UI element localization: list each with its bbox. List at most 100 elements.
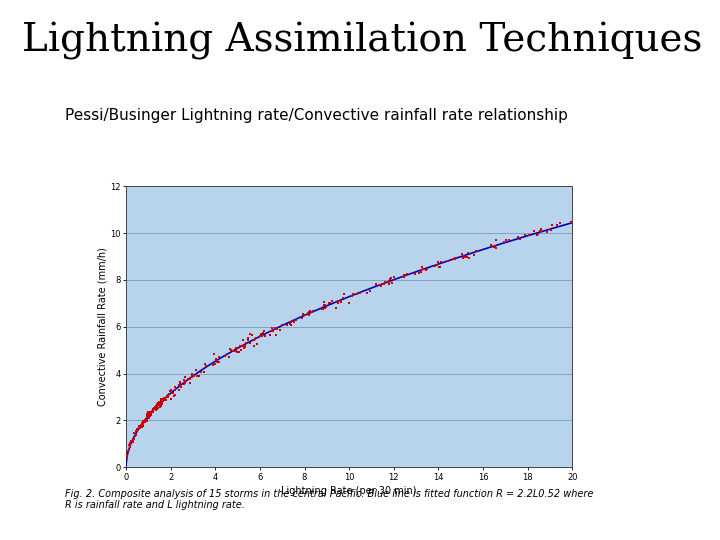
Point (174, 381, 186, 390)
Point (158, 396, 170, 404)
Point (132, 425, 143, 434)
Point (146, 407, 158, 416)
Point (304, 311, 315, 320)
Point (140, 417, 151, 426)
Point (459, 253, 471, 261)
Point (318, 301, 330, 309)
Point (317, 304, 328, 313)
Point (320, 301, 331, 309)
Point (388, 273, 400, 281)
Point (240, 339, 251, 347)
Point (235, 342, 247, 350)
Point (151, 402, 163, 410)
Text: Fig. 2. Composite analysis of 15 storms in the central Pacific. Blue line is fit: Fig. 2. Composite analysis of 15 storms … (65, 489, 593, 510)
Point (125, 442, 136, 451)
Point (237, 336, 248, 345)
Point (239, 341, 251, 350)
Point (150, 402, 161, 410)
Point (166, 395, 177, 403)
Point (470, 247, 482, 255)
Point (162, 393, 174, 401)
Point (141, 411, 153, 420)
Point (162, 392, 174, 401)
Point (377, 279, 389, 288)
Point (156, 400, 168, 409)
Point (156, 396, 167, 405)
Point (208, 350, 220, 359)
Point (147, 404, 158, 413)
Point (552, 221, 563, 230)
Point (468, 251, 480, 259)
Point (333, 297, 344, 306)
Point (153, 401, 164, 409)
Point (246, 330, 258, 339)
Point (133, 422, 145, 430)
Point (138, 419, 149, 428)
Point (158, 394, 169, 402)
Point (285, 318, 297, 327)
Point (463, 254, 474, 262)
Point (503, 235, 515, 244)
Point (174, 380, 186, 388)
Point (140, 416, 151, 425)
Point (140, 415, 151, 424)
Point (268, 327, 279, 335)
Point (138, 417, 149, 426)
Point (170, 385, 181, 394)
Point (375, 282, 387, 291)
Point (413, 269, 425, 278)
Point (153, 400, 165, 408)
Point (433, 262, 445, 271)
Point (156, 396, 167, 404)
Point (420, 266, 432, 275)
Point (174, 379, 186, 388)
Point (158, 395, 169, 403)
Point (400, 270, 411, 279)
Point (300, 311, 311, 320)
Point (192, 372, 203, 381)
Point (500, 236, 512, 245)
Point (230, 347, 242, 355)
Point (154, 401, 166, 409)
Point (145, 410, 156, 419)
Point (515, 234, 526, 243)
Point (238, 343, 250, 352)
Point (254, 332, 266, 341)
Point (125, 442, 136, 450)
Point (179, 373, 190, 381)
Point (140, 416, 151, 424)
Point (212, 358, 223, 367)
Point (190, 366, 202, 374)
Point (184, 379, 196, 387)
Point (182, 374, 194, 383)
Point (284, 320, 296, 329)
Point (135, 422, 146, 431)
Point (228, 347, 239, 356)
Point (163, 389, 174, 398)
Point (230, 344, 242, 353)
Point (127, 437, 138, 446)
Point (124, 441, 135, 449)
Point (231, 348, 243, 357)
Point (153, 398, 164, 407)
Point (142, 410, 153, 418)
Point (235, 346, 247, 354)
Point (384, 275, 395, 284)
Point (179, 373, 191, 381)
Point (129, 431, 140, 440)
Point (142, 415, 153, 424)
Point (245, 329, 256, 338)
Point (152, 405, 163, 414)
Point (220, 351, 231, 360)
Point (149, 403, 161, 411)
Point (159, 394, 171, 403)
Point (234, 342, 246, 350)
Point (135, 422, 146, 431)
Point (387, 279, 398, 287)
Point (141, 413, 153, 422)
Point (258, 327, 270, 335)
Point (157, 397, 168, 406)
Point (231, 343, 243, 352)
Point (458, 253, 469, 262)
Point (144, 411, 156, 420)
